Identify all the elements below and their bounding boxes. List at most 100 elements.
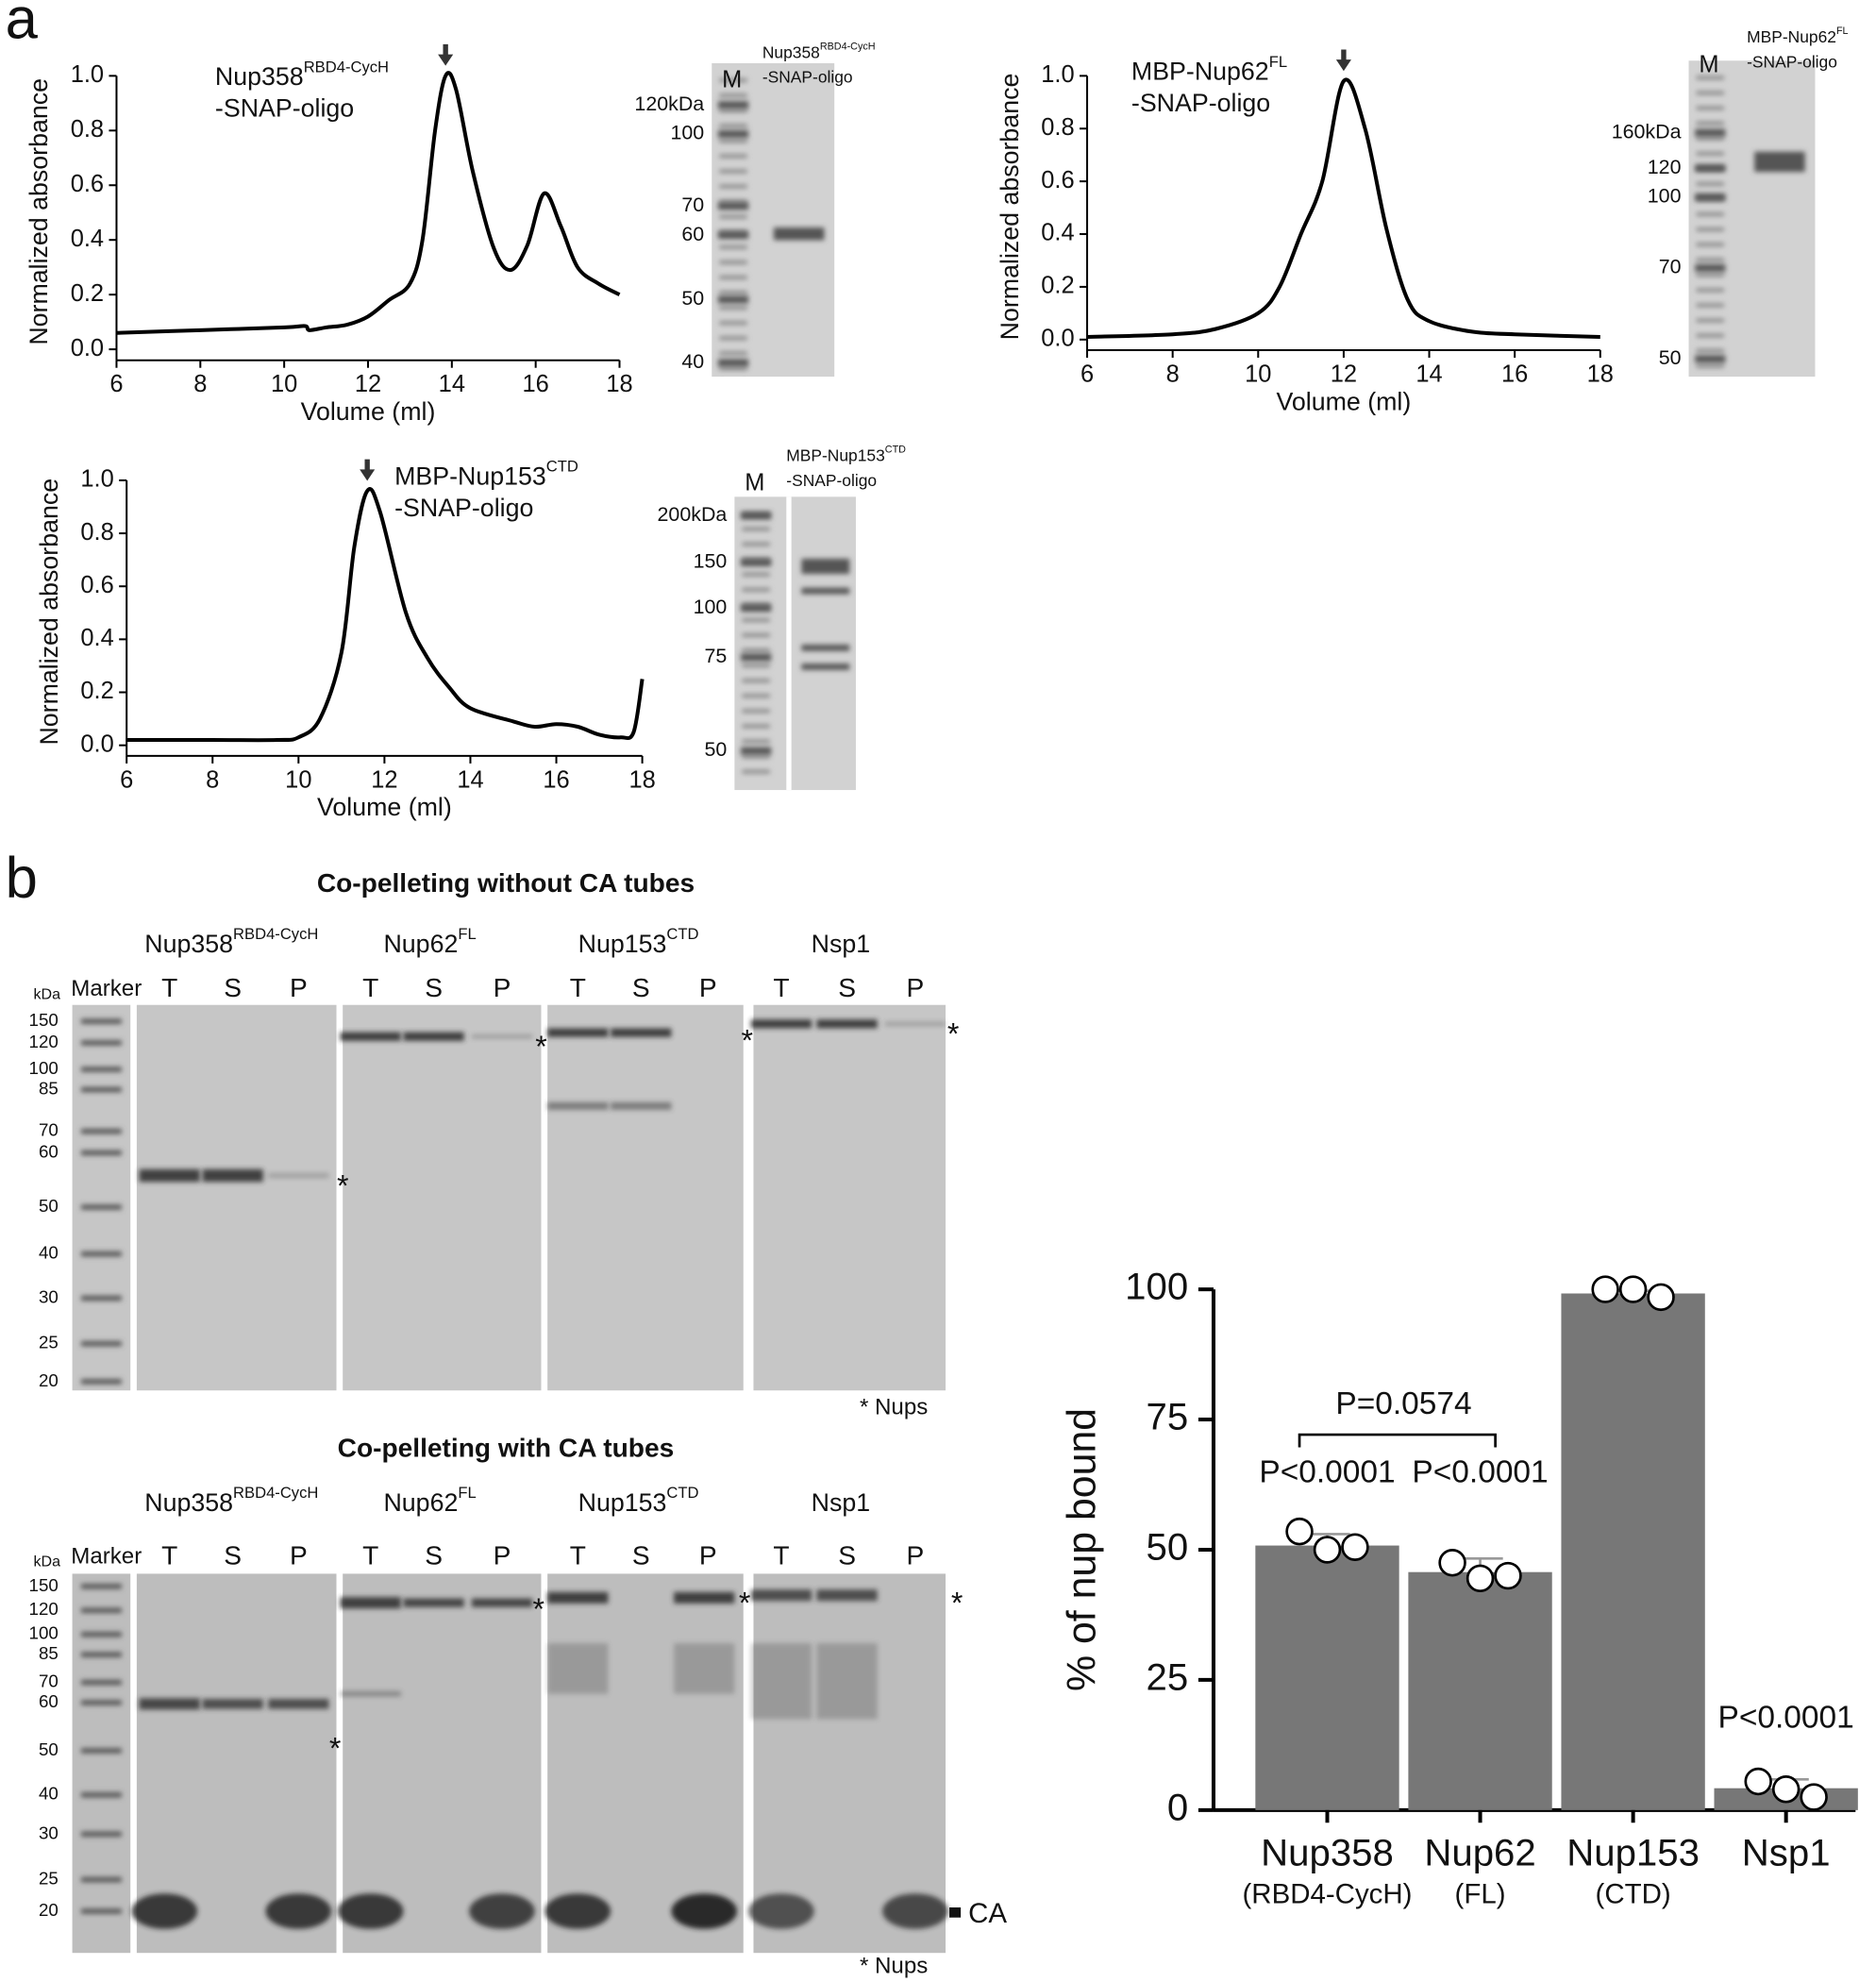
- gel: [343, 1004, 542, 1391]
- peak-arrow: [1335, 49, 1351, 72]
- significance-label: P<0.0001: [1259, 1454, 1395, 1489]
- protein-band: [816, 1019, 878, 1029]
- y-tick-label: 0.4: [1041, 220, 1074, 246]
- data-point: [1771, 1775, 1801, 1804]
- ladder-band: [80, 1652, 122, 1657]
- marker-size: 25: [39, 1333, 59, 1352]
- marker-size: 100: [29, 1058, 59, 1078]
- x-tick-label: 6: [109, 371, 123, 397]
- ladder-band: [719, 139, 747, 143]
- gel: [547, 1573, 744, 1954]
- curve-label-sup: CTD: [546, 458, 578, 476]
- gel: [547, 1004, 744, 1391]
- ladder-band: [742, 769, 770, 774]
- gel: [136, 1573, 337, 1954]
- lane-label: S: [425, 1540, 443, 1570]
- group-label-base: Nup358: [144, 1488, 233, 1517]
- ladder-band: [742, 709, 770, 714]
- ca-band: [131, 1893, 198, 1929]
- sample-label-base: Nup358: [762, 42, 820, 61]
- marker-gel: [72, 1573, 131, 1954]
- x-axis-title: Volume (ml): [317, 793, 452, 821]
- x-tick-label: 8: [193, 371, 207, 397]
- lane-label: T: [161, 973, 177, 1002]
- curve: [1086, 77, 1600, 340]
- significance-label: P<0.0001: [1718, 1700, 1854, 1735]
- marker-size: 150: [29, 1575, 59, 1595]
- panel-label: b: [6, 846, 38, 911]
- marker-size: 70: [39, 1671, 59, 1691]
- protein-band: [202, 1699, 263, 1709]
- ladder-band: [719, 260, 747, 264]
- lane-label: P: [699, 973, 717, 1002]
- sample-label-line2: -SNAP-oligo: [786, 471, 877, 490]
- curve-label-base: MBP-Nup62: [1131, 58, 1269, 86]
- bracket-label: P=0.0574: [1335, 1386, 1471, 1421]
- significance-bracket: [1298, 1433, 1497, 1448]
- marker-size: 120kDa: [634, 92, 704, 115]
- ladder-band: [719, 78, 747, 83]
- ladder-band: [741, 558, 772, 566]
- ladder-band: [80, 1584, 122, 1589]
- bar: [1561, 1293, 1705, 1810]
- group-label-base: Nup62: [383, 1488, 458, 1517]
- ladder-band: [80, 1040, 122, 1046]
- x-tick-label: 16: [543, 766, 569, 793]
- ladder-band: [1696, 363, 1725, 368]
- y-axis-title: Normalized absorbance: [25, 78, 53, 345]
- ladder-band: [1696, 348, 1725, 353]
- protein-band: [340, 1597, 401, 1609]
- sample-label-line2: -SNAP-oligo: [1747, 53, 1837, 72]
- data-point: [1313, 1536, 1342, 1564]
- ladder-band: [719, 275, 747, 279]
- group-label: Nup62FL: [383, 925, 476, 957]
- marker-size: 70: [1659, 256, 1682, 278]
- gel: [753, 1573, 946, 1954]
- gel: [136, 1004, 337, 1391]
- ladder-band: [742, 679, 770, 683]
- ladder-band: [717, 231, 749, 240]
- ladder-band: [1696, 273, 1725, 277]
- ladder-band: [80, 1607, 122, 1613]
- protein-band: [801, 587, 850, 595]
- asterisk: *: [535, 1030, 547, 1064]
- curve-label: MBP-Nup153CTD: [394, 458, 578, 490]
- ladder-band: [1696, 76, 1725, 80]
- y-tick-label: 0.6: [71, 171, 104, 197]
- ladder-band: [80, 1632, 122, 1638]
- protein-band: [801, 558, 850, 575]
- ladder-band: [80, 1831, 122, 1837]
- ladder-band: [719, 199, 747, 204]
- ladder-band: [719, 214, 747, 219]
- protein-band: [816, 1643, 878, 1720]
- marker-size: 20: [39, 1370, 59, 1390]
- y-tick-label: 0.4: [71, 226, 104, 252]
- y-axis-title: Normalized absorbance: [35, 479, 63, 746]
- x-tick-label: Nup62: [1424, 1832, 1535, 1874]
- ca-band: [544, 1893, 611, 1929]
- marker-size: 150: [694, 550, 728, 573]
- sample-label: Nup358RBD4-CycH: [762, 41, 876, 61]
- curve: [116, 71, 621, 335]
- marker-size: 100: [29, 1623, 59, 1643]
- unit-label: kDa: [34, 1554, 61, 1570]
- ladder-band: [1695, 355, 1726, 363]
- curve-label-line2: -SNAP-oligo: [394, 494, 533, 522]
- protein-band: [340, 1690, 401, 1697]
- ladder-band: [719, 169, 747, 174]
- marker-size: 60: [681, 223, 704, 245]
- ladder-band: [742, 542, 770, 546]
- protein-band: [611, 1101, 672, 1110]
- data-point: [1647, 1283, 1675, 1312]
- ladder-band: [741, 653, 772, 662]
- lane-label: S: [425, 973, 443, 1002]
- group-label: Nup358RBD4-CycH: [144, 925, 318, 957]
- protein-band: [750, 1589, 812, 1602]
- ladder-band: [80, 1067, 122, 1072]
- marker-size: 60: [39, 1141, 59, 1161]
- y-axis-title: Normalized absorbance: [996, 74, 1024, 341]
- marker-size: 50: [39, 1196, 59, 1216]
- unit-label: kDa: [34, 985, 61, 1002]
- protein-band: [674, 1643, 735, 1694]
